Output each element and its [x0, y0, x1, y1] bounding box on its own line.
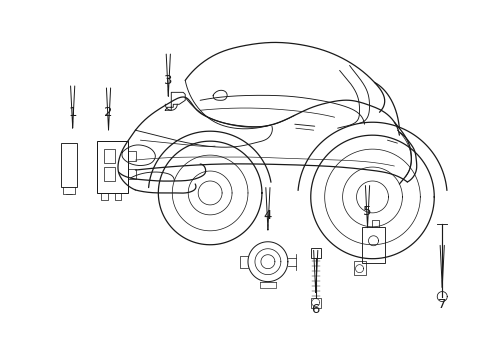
- Text: 7: 7: [437, 298, 446, 311]
- Text: 2: 2: [104, 106, 113, 119]
- Text: 3: 3: [163, 74, 172, 87]
- Text: 6: 6: [311, 303, 319, 316]
- Text: 5: 5: [363, 205, 371, 219]
- Text: 4: 4: [263, 210, 271, 222]
- Text: 1: 1: [68, 106, 77, 119]
